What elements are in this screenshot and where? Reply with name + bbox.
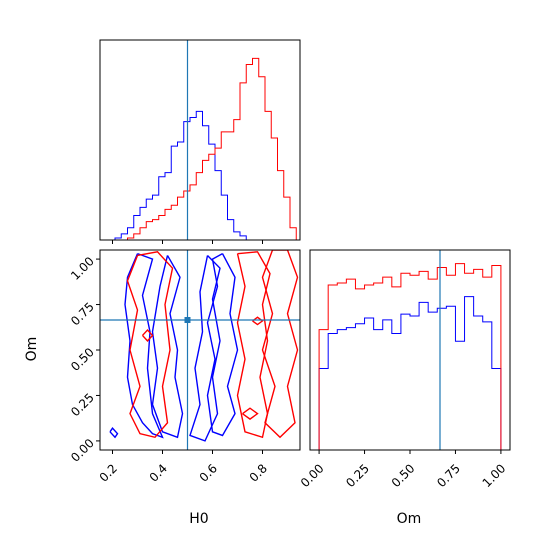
- joint-truth-marker: [184, 317, 191, 323]
- y-axis-title-om: Om: [24, 337, 40, 362]
- joint-x-tick-label: 0.4: [147, 461, 170, 484]
- h0-hist-series-blue: [114, 110, 247, 240]
- contour-blue: [189, 254, 221, 442]
- joint-x-tick-label: 0.6: [197, 461, 220, 484]
- joint-x-tick-label: 0.8: [247, 461, 270, 484]
- om-hist-series-red: [318, 263, 502, 450]
- contour-red: [261, 250, 299, 439]
- om-hist-plot-area: [318, 250, 502, 450]
- joint-y-tick-label: 0.50: [68, 345, 97, 374]
- h0-hist-plot-area: [114, 40, 297, 240]
- joint-plot-area: [100, 250, 300, 450]
- contour-blue: [109, 427, 119, 439]
- om-hist-x-tick-label: 0.50: [389, 461, 418, 490]
- om-hist-x-tick-label: 1.00: [480, 461, 509, 490]
- contour-red: [126, 251, 174, 439]
- x-axis-title-om: Om: [397, 511, 422, 527]
- contour-blue: [206, 253, 239, 437]
- x-axis-title-h0: H0: [189, 511, 208, 527]
- contour-red: [242, 407, 259, 420]
- axis-titles: H0 Om Om: [24, 337, 421, 527]
- om-marginal-histogram-panel: 0.00 0.25 0.50 0.75 1.00: [298, 249, 511, 490]
- h0-om-contour-panel: 0.2 0.4 0.6 0.8 0.00 0.25 0.50 0.75 1.00: [68, 249, 301, 485]
- contour-blue: [124, 252, 164, 439]
- contour-red: [252, 316, 264, 326]
- contour-red: [141, 328, 154, 342]
- om-hist-frame: [309, 249, 511, 451]
- joint-y-tick-label: 0.00: [68, 436, 97, 465]
- h0-hist-series-red: [127, 57, 297, 240]
- joint-y-tick-label: 0.25: [68, 391, 97, 420]
- om-hist-x-tick-label: 0.75: [434, 461, 463, 490]
- om-hist-x-tick-label: 0.25: [343, 461, 372, 490]
- joint-y-tick-label: 0.75: [68, 300, 97, 329]
- contour-red: [236, 251, 271, 439]
- joint-y-tick-label: 1.00: [68, 254, 97, 283]
- contour-blue: [151, 255, 184, 439]
- joint-x-tick-label: 0.2: [97, 461, 120, 484]
- om-hist-x-tick-label: 0.00: [298, 461, 327, 490]
- om-hist-series-blue: [318, 296, 502, 450]
- h0-marginal-histogram-panel: [99, 39, 301, 244]
- h0-hist-frame: [99, 39, 301, 241]
